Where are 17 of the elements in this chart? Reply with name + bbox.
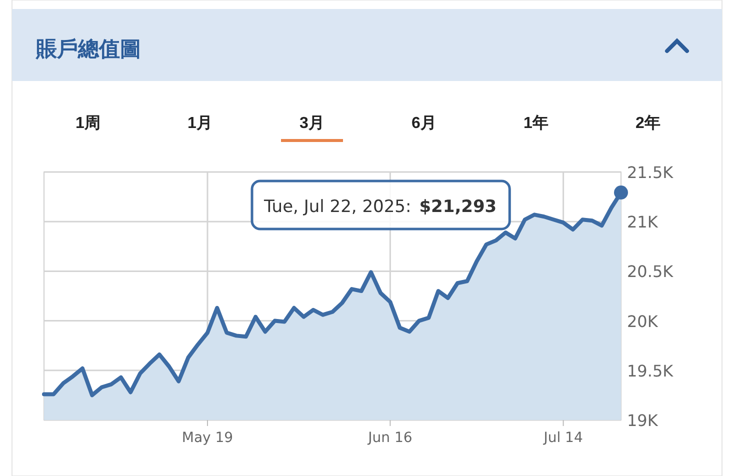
text: 2年 xyxy=(636,114,660,132)
text: 3月 xyxy=(300,115,324,132)
y-tick-label: 19.5K xyxy=(627,361,674,380)
y-tick-label: 20.5K xyxy=(627,262,674,282)
y-tick-label: 21K xyxy=(627,212,658,232)
chart-title: 賬戶總值圖 xyxy=(35,37,141,61)
x-tick-label: May 19 xyxy=(182,430,234,446)
annotation: Tue, Jul 22, 2025: $21,293 xyxy=(263,197,497,217)
y-tick-label: 21.5K xyxy=(627,163,674,182)
y-tick-label: 20K xyxy=(627,312,658,331)
text: 1年 xyxy=(524,114,548,132)
text: 1月 xyxy=(188,115,212,132)
x-tick-label: Jul 14 xyxy=(542,430,583,446)
y-tick-label: 19K xyxy=(627,411,658,430)
text: 6月 xyxy=(412,115,436,132)
x-tick-label: Jun 16 xyxy=(367,430,412,446)
text: 1周 xyxy=(76,115,100,132)
